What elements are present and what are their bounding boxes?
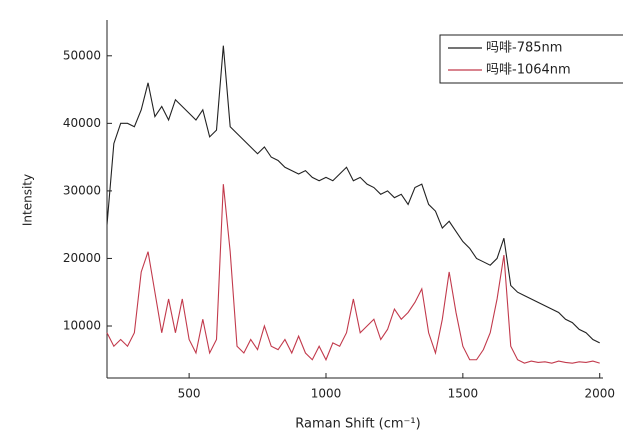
y-tick-label: 40000 (63, 116, 101, 130)
x-tick-label: 500 (178, 387, 201, 401)
y-axis-label: Intensity (21, 174, 35, 226)
legend-label: 吗啡-785nm (486, 41, 562, 56)
series-line (106, 184, 600, 364)
y-tick-label: 20000 (63, 251, 101, 265)
legend-label: 吗啡-1064nm (486, 63, 571, 78)
y-tick-label: 10000 (63, 318, 101, 332)
x-axis-label: Raman Shift (cm⁻¹) (295, 417, 420, 432)
x-tick-label: 2000 (584, 387, 615, 401)
series-line (106, 45, 600, 344)
legend-box (439, 34, 623, 84)
x-tick-label: 1000 (311, 387, 342, 401)
y-tick-label: 30000 (63, 183, 101, 197)
x-tick-label: 1500 (448, 387, 479, 401)
y-tick-label: 50000 (63, 48, 101, 62)
